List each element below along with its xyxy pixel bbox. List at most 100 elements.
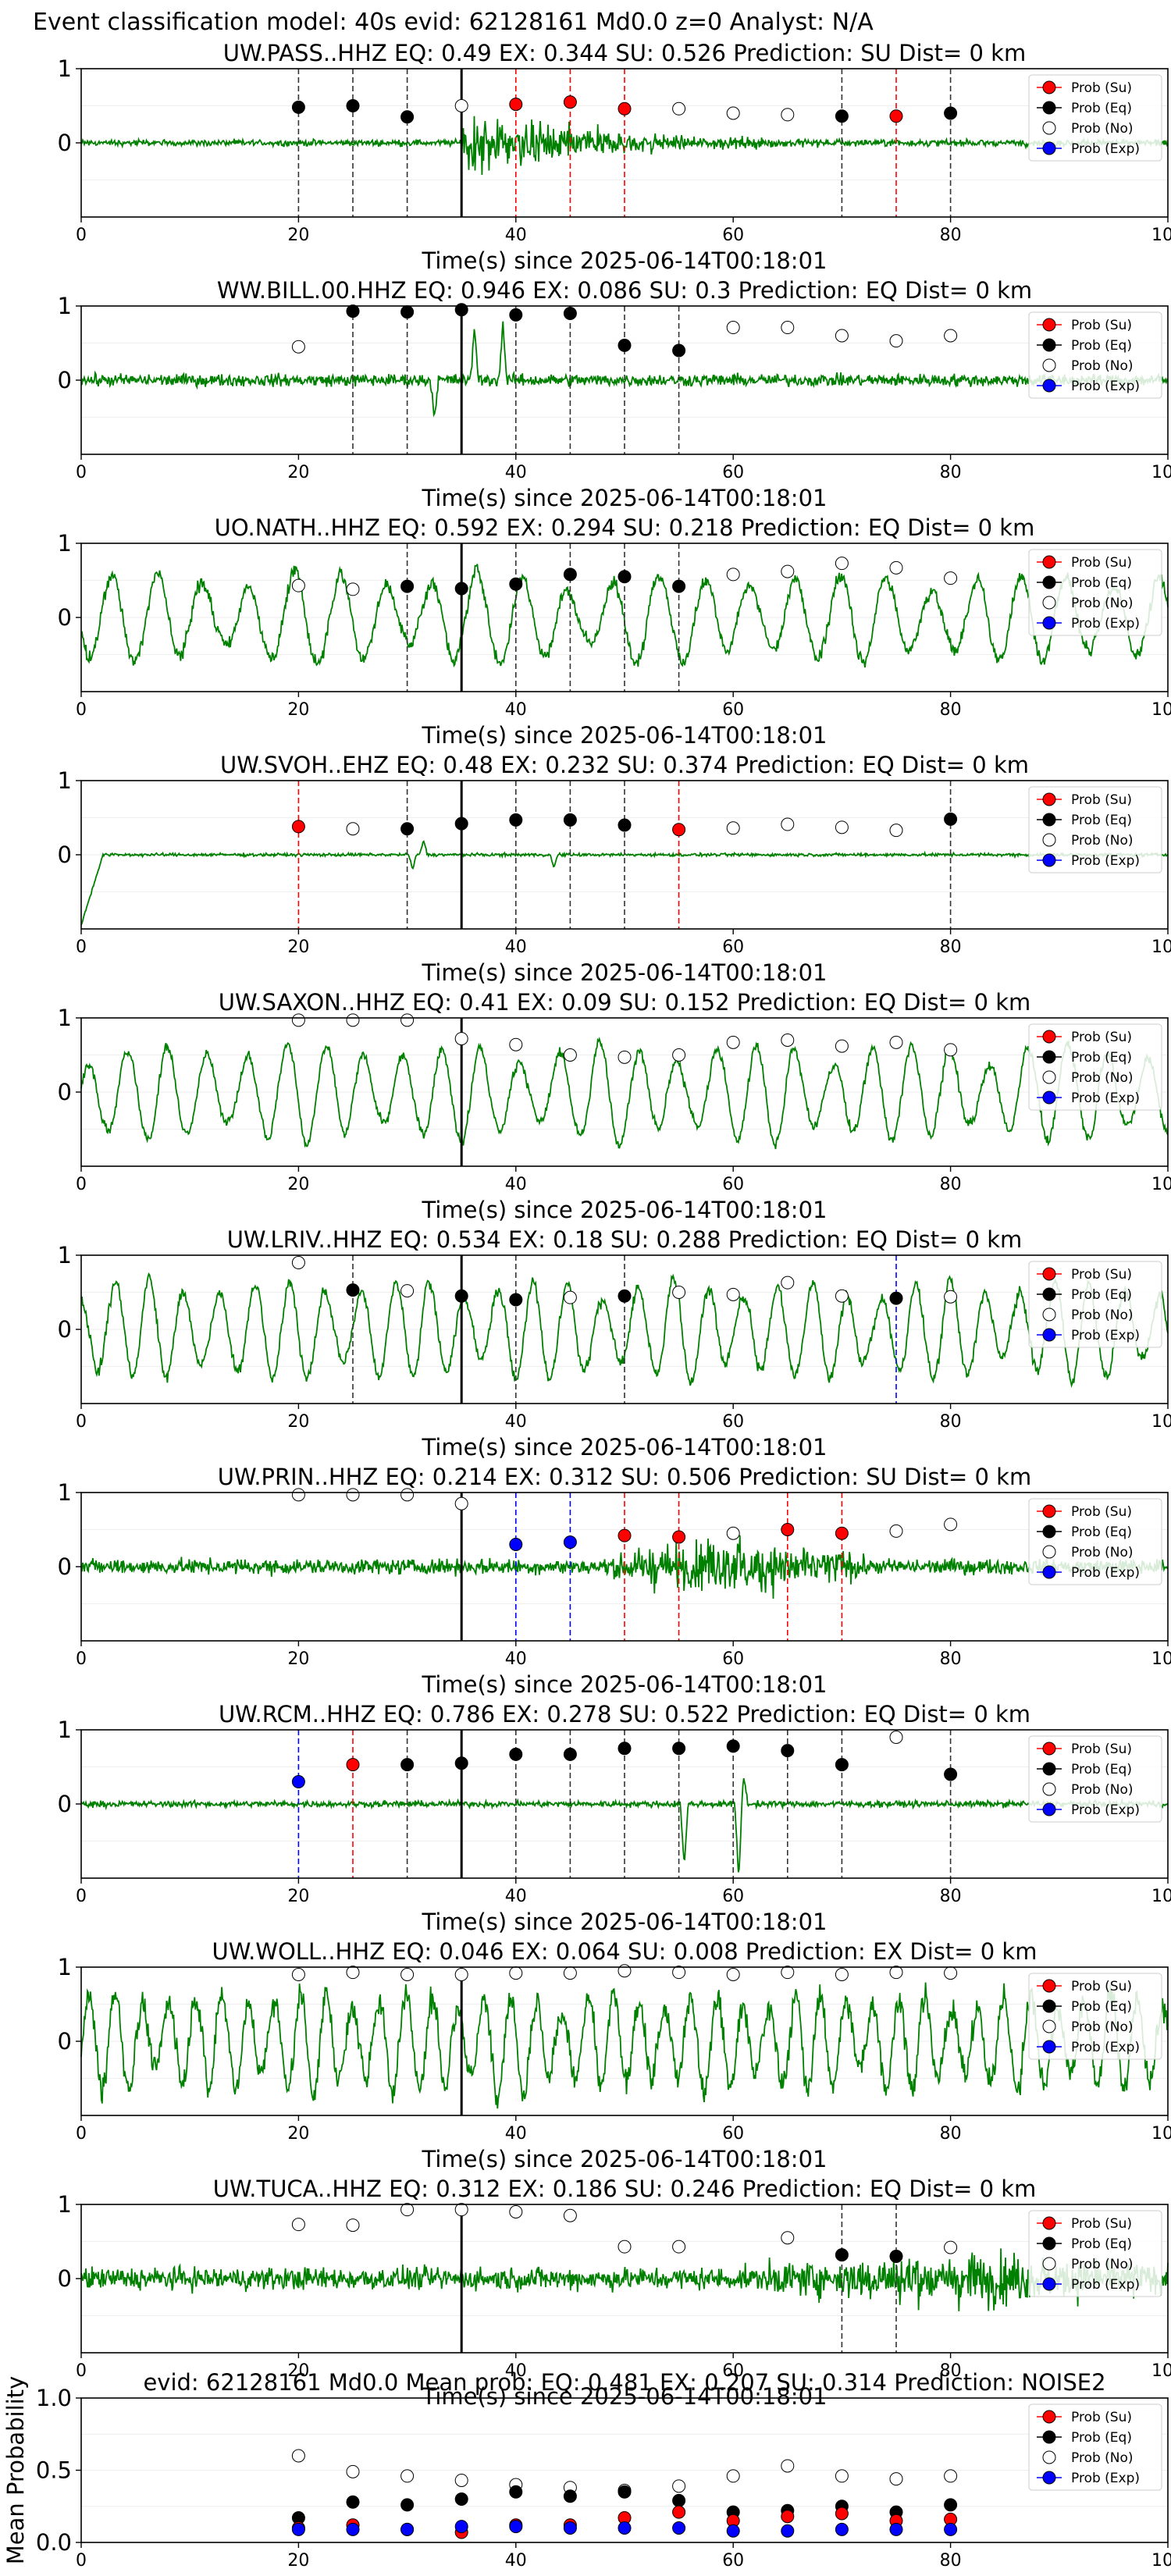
legend-label: Prob (Eq)	[1071, 1287, 1132, 1303]
mean-prob-point	[944, 2498, 958, 2512]
legend-frame	[1028, 1261, 1162, 1348]
x-tick-label: 20	[287, 1175, 309, 1194]
x-tick-label: 80	[940, 2361, 962, 2381]
prob-point	[726, 1035, 740, 1049]
legend-marker	[1042, 1308, 1056, 1322]
mean-prob-point	[618, 2521, 632, 2535]
legend-label: Prob (Eq)	[1071, 101, 1132, 116]
legend-label: Prob (Exp)	[1071, 616, 1140, 632]
legend-label: Prob (Exp)	[1071, 2471, 1140, 2486]
x-tick-label: 0	[76, 226, 87, 245]
x-tick-label: 60	[722, 2361, 744, 2381]
legend-marker	[1042, 1070, 1056, 1084]
x-axis-label: Time(s) since 2025-06-14T00:18:01	[422, 1197, 828, 1223]
prob-point	[454, 1968, 468, 1981]
prob-point	[454, 582, 468, 596]
mean-prob-point	[781, 2524, 795, 2538]
legend-label: Prob (Exp)	[1071, 853, 1140, 869]
panel-title: UW.PASS..HHZ EQ: 0.49 EX: 0.344 SU: 0.52…	[223, 40, 1026, 66]
legend-marker	[1042, 1091, 1056, 1105]
chart-panel: UW.SAXON..HHZ EQ: 0.41 EX: 0.09 SU: 0.15…	[58, 989, 1171, 1223]
prob-point	[618, 338, 632, 352]
legend-label: Prob (No)	[1071, 833, 1134, 849]
legend-marker	[1042, 2216, 1056, 2230]
y-axis-label: Mean Probability	[2, 2376, 29, 2565]
legend-marker	[1042, 1979, 1056, 1993]
prob-point	[889, 824, 903, 838]
prob-point	[726, 1739, 740, 1753]
chart-panel: UW.SVOH..EHZ EQ: 0.48 EX: 0.232 SU: 0.37…	[58, 752, 1171, 986]
prob-point	[509, 308, 523, 322]
legend-frame	[1028, 1498, 1162, 1585]
prob-point	[454, 303, 468, 317]
prob-point	[835, 820, 849, 834]
chart-panel: UW.PRIN..HHZ EQ: 0.214 EX: 0.312 SU: 0.5…	[58, 1464, 1171, 1698]
prob-point	[509, 1293, 523, 1307]
prob-point	[454, 1756, 468, 1770]
x-tick-label: 40	[505, 2361, 527, 2381]
legend-label: Prob (Su)	[1071, 1267, 1132, 1283]
prob-point	[835, 1758, 849, 1772]
prob-point	[618, 2240, 632, 2254]
legend-marker	[1042, 1030, 1056, 1044]
figure-title: Event classification model: 40s evid: 62…	[33, 9, 874, 36]
chart-panel: UW.TUCA..HHZ EQ: 0.312 EX: 0.186 SU: 0.2…	[58, 2176, 1171, 2410]
panel-title: evid: 62128161 Md0.0 Mean prob: EQ: 0.48…	[143, 2369, 1105, 2396]
prob-point	[726, 568, 740, 582]
mean-prob-point	[346, 2464, 360, 2478]
mean-prob-point	[781, 2510, 795, 2524]
prob-point	[618, 101, 632, 116]
prob-point	[889, 560, 903, 575]
legend-label: Prob (Eq)	[1071, 1525, 1132, 1540]
mean-prob-point	[400, 2469, 415, 2483]
legend-marker	[1042, 555, 1056, 569]
prob-point	[835, 2248, 849, 2262]
prob-point	[400, 2203, 415, 2217]
mean-prob-point	[509, 2520, 523, 2534]
waveform-trace	[80, 321, 1169, 418]
legend-label: Prob (Exp)	[1071, 1091, 1140, 1106]
y-tick-label: 1.0	[36, 2385, 72, 2411]
prob-point	[291, 2218, 305, 2232]
x-tick-label: 0	[76, 1175, 87, 1194]
legend-marker	[1042, 358, 1056, 372]
prob-point	[563, 307, 577, 320]
legend-frame	[1028, 2210, 1162, 2297]
y-tick-label: 0	[58, 2028, 72, 2055]
x-axis-label: Time(s) since 2025-06-14T00:18:01	[422, 247, 828, 274]
prob-point	[509, 577, 523, 591]
x-tick-label: 40	[505, 463, 527, 482]
prob-point	[726, 1526, 740, 1540]
legend-label: Prob (Su)	[1071, 80, 1132, 96]
mean-prob-point	[672, 2505, 686, 2519]
prob-point	[726, 321, 740, 335]
x-tick-label: 60	[722, 1175, 744, 1194]
x-tick-label: 20	[287, 2124, 309, 2144]
legend-marker	[1042, 101, 1056, 115]
prob-point	[291, 1775, 305, 1788]
prob-point	[672, 101, 686, 116]
x-tick-label: 80	[940, 1175, 962, 1194]
y-tick-label: 1	[58, 767, 72, 794]
legend-marker	[1042, 318, 1056, 332]
prob-point	[563, 1048, 577, 1062]
prob-point	[672, 1286, 686, 1299]
legend: Prob (Su) Prob (Eq) Prob (No) Prob (Exp)	[1028, 1023, 1162, 1111]
legend-marker	[1042, 1050, 1056, 1064]
legend-marker	[1042, 1545, 1056, 1559]
y-tick-label: 0	[58, 2265, 72, 2292]
prob-point	[835, 1968, 849, 1981]
prob-point	[835, 329, 849, 343]
mean-prob-point	[563, 2489, 577, 2503]
x-tick-label: 80	[940, 226, 962, 245]
legend-label: Prob (Su)	[1071, 318, 1132, 333]
prob-point	[346, 304, 360, 318]
prob-point	[944, 1517, 958, 1532]
prob-point	[291, 1968, 305, 1981]
chart-panel: evid: 62128161 Md0.0 Mean prob: EQ: 0.48…	[2, 2369, 1171, 2571]
prob-point	[291, 340, 305, 354]
mean-prob-point	[672, 2493, 686, 2507]
legend-label: Prob (Eq)	[1071, 813, 1132, 828]
y-tick-label: 0	[58, 604, 72, 631]
legend-marker	[1042, 833, 1056, 847]
